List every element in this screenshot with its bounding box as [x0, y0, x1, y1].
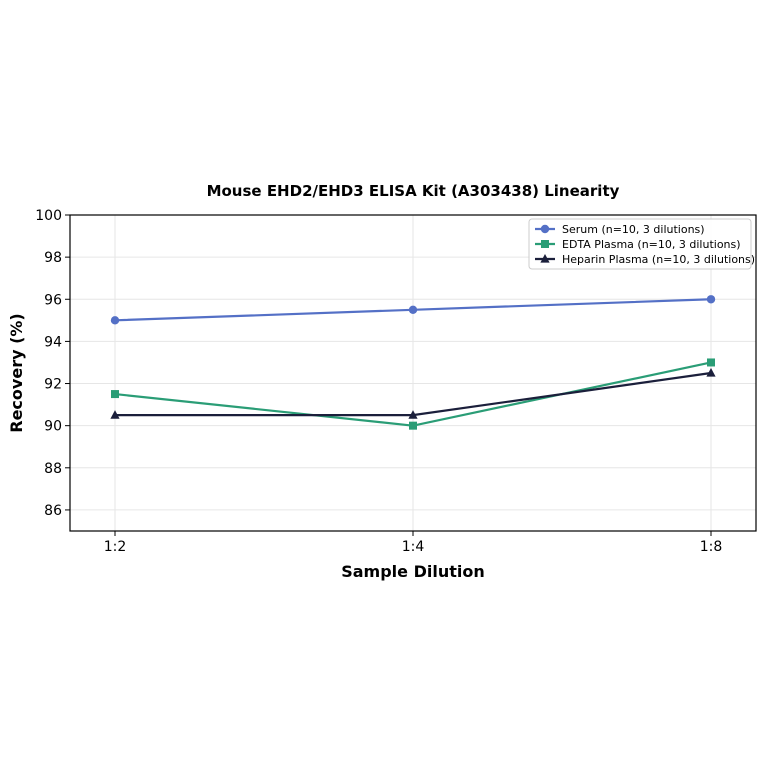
data-point — [408, 410, 418, 419]
y-tick-label: 86 — [44, 503, 62, 519]
data-point — [707, 358, 715, 367]
y-tick-label: 98 — [44, 250, 62, 266]
y-tick-label: 90 — [44, 419, 62, 435]
legend-item: Heparin Plasma (n=10, 3 dilutions) — [535, 253, 755, 266]
legend-label: Serum (n=10, 3 dilutions) — [562, 223, 705, 236]
legend-marker — [540, 224, 550, 234]
y-tick-label: 94 — [44, 334, 62, 350]
data-point — [111, 390, 119, 399]
legend-label: Heparin Plasma (n=10, 3 dilutions) — [562, 253, 755, 266]
data-point — [409, 421, 417, 430]
series-lines — [110, 295, 716, 430]
series-0 — [110, 295, 716, 325]
axis-ticks: 86 88 90 92 94 96 98 100 1:2 1:4 1:8 — [35, 208, 722, 555]
x-tick-label: 1:4 — [402, 539, 425, 555]
legend-marker — [540, 254, 550, 263]
legend-marker — [541, 240, 549, 248]
y-tick-label: 100 — [35, 208, 62, 224]
data-point — [110, 410, 120, 419]
y-axis-label: Recovery (%) — [7, 313, 26, 432]
legend: Serum (n=10, 3 dilutions) EDTA Plasma (n=… — [528, 218, 755, 270]
y-tick-label: 88 — [44, 461, 62, 477]
legend-label: EDTA Plasma (n=10, 3 dilutions) — [562, 238, 741, 251]
legend-item: Serum (n=10, 3 dilutions) — [535, 223, 705, 236]
chart-title: Mouse EHD2/EHD3 ELISA Kit (A303438) Line… — [207, 182, 620, 200]
x-tick-label: 1:2 — [104, 539, 127, 555]
data-point — [706, 368, 716, 377]
x-axis-label: Sample Dilution — [341, 562, 485, 581]
data-point — [110, 316, 120, 325]
data-point — [408, 305, 418, 314]
x-tick-label: 1:8 — [700, 539, 723, 555]
legend-box — [528, 218, 752, 270]
series-2 — [110, 368, 716, 419]
data-point — [706, 295, 716, 304]
legend-item: EDTA Plasma (n=10, 3 dilutions) — [535, 238, 741, 251]
series-1 — [111, 358, 715, 430]
y-tick-label: 92 — [44, 377, 62, 393]
y-tick-label: 96 — [44, 292, 62, 308]
